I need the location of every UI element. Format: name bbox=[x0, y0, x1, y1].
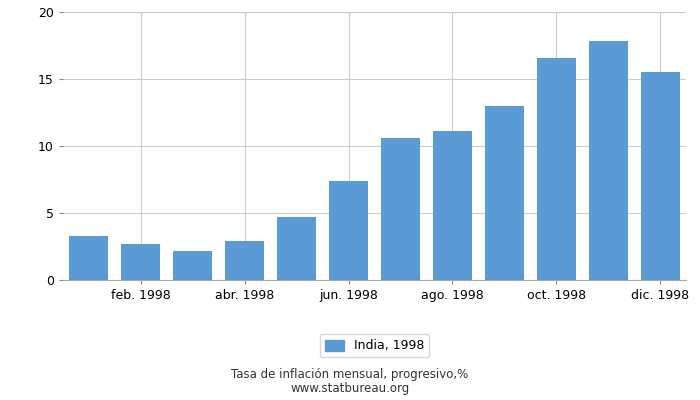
Bar bbox=[640, 72, 680, 280]
Bar bbox=[121, 244, 160, 280]
Text: Tasa de inflación mensual, progresivo,%: Tasa de inflación mensual, progresivo,% bbox=[232, 368, 468, 381]
Bar bbox=[537, 58, 575, 280]
Bar bbox=[589, 42, 628, 280]
Bar bbox=[225, 241, 264, 280]
Bar bbox=[381, 138, 420, 280]
Text: www.statbureau.org: www.statbureau.org bbox=[290, 382, 410, 395]
Bar bbox=[433, 131, 472, 280]
Bar bbox=[277, 217, 316, 280]
Bar bbox=[174, 250, 212, 280]
Bar bbox=[485, 106, 524, 280]
Bar bbox=[69, 236, 108, 280]
Bar bbox=[329, 181, 368, 280]
Legend: India, 1998: India, 1998 bbox=[320, 334, 429, 358]
